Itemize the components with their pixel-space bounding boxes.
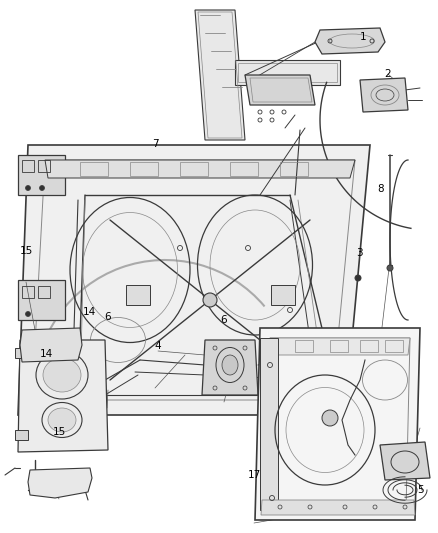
Bar <box>271 285 295 305</box>
Bar <box>126 285 150 305</box>
Polygon shape <box>20 328 82 362</box>
Polygon shape <box>202 340 258 395</box>
Ellipse shape <box>43 358 81 392</box>
Polygon shape <box>28 468 92 498</box>
Polygon shape <box>380 442 430 480</box>
Polygon shape <box>18 280 65 320</box>
Bar <box>360 340 378 352</box>
Polygon shape <box>15 430 28 440</box>
Polygon shape <box>315 28 385 54</box>
Polygon shape <box>360 78 408 112</box>
Text: 4: 4 <box>154 342 161 351</box>
Ellipse shape <box>203 293 217 307</box>
Bar <box>22 286 34 298</box>
Text: 15: 15 <box>20 246 33 255</box>
Bar <box>22 160 34 172</box>
Bar <box>38 160 50 172</box>
Polygon shape <box>260 338 278 510</box>
Bar <box>130 162 158 176</box>
Ellipse shape <box>25 311 31 317</box>
Polygon shape <box>270 338 410 355</box>
Polygon shape <box>45 160 355 178</box>
Text: 5: 5 <box>417 486 424 495</box>
Text: 17: 17 <box>247 471 261 480</box>
Text: 2: 2 <box>384 69 391 78</box>
Polygon shape <box>255 328 420 520</box>
Polygon shape <box>195 10 245 140</box>
Text: 14: 14 <box>39 350 53 359</box>
Text: 3: 3 <box>356 248 363 258</box>
Bar <box>330 340 348 352</box>
Text: 1: 1 <box>360 33 367 42</box>
Ellipse shape <box>387 265 393 271</box>
Text: 14: 14 <box>83 307 96 317</box>
Polygon shape <box>261 500 415 515</box>
Bar <box>280 162 308 176</box>
Ellipse shape <box>48 408 76 432</box>
Text: 7: 7 <box>152 139 159 149</box>
Polygon shape <box>245 75 315 105</box>
Ellipse shape <box>355 275 361 281</box>
Polygon shape <box>18 155 65 195</box>
Polygon shape <box>15 348 28 358</box>
Bar <box>230 162 258 176</box>
Text: 8: 8 <box>378 184 385 194</box>
Ellipse shape <box>222 355 238 375</box>
Polygon shape <box>18 145 370 415</box>
Ellipse shape <box>39 185 45 190</box>
Bar <box>180 162 208 176</box>
Ellipse shape <box>25 185 31 190</box>
Polygon shape <box>235 60 340 85</box>
Text: 15: 15 <box>53 427 66 437</box>
Ellipse shape <box>322 410 338 426</box>
Text: 6: 6 <box>220 315 227 325</box>
Text: 6: 6 <box>104 312 111 322</box>
Bar <box>385 340 403 352</box>
Bar <box>80 162 108 176</box>
Bar <box>295 340 313 352</box>
Polygon shape <box>18 340 108 452</box>
Bar <box>38 286 50 298</box>
